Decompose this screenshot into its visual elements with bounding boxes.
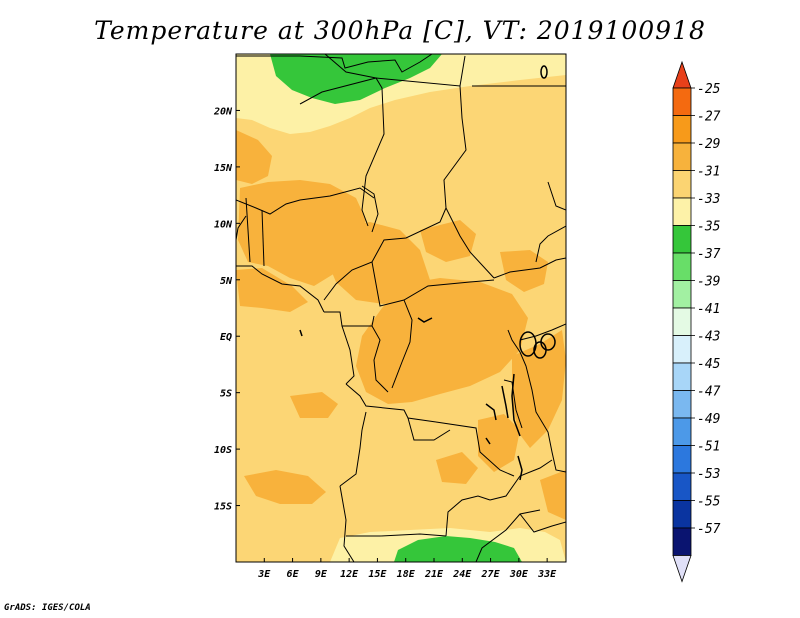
lon-tick-label: 30E <box>509 569 529 580</box>
colorbar-swatch <box>672 362 692 391</box>
colorbar-label: -39 <box>697 275 720 290</box>
lon-tick-label: 27E <box>481 569 501 580</box>
colorbar-label: -51 <box>697 440 720 455</box>
lon-tick-label: 6E <box>287 569 300 580</box>
field-warm-patches <box>236 130 566 520</box>
map-title: Temperature at 300hPa [C], VT: 201910091… <box>94 16 706 45</box>
map-frame <box>235 53 567 563</box>
colorbar-swatch <box>672 115 692 144</box>
lon-tick-label: 24E <box>452 569 472 580</box>
lat-tick-label: 5N <box>220 276 233 287</box>
colorbar-label: -53 <box>697 467 720 482</box>
lat-tick-label: 10N <box>214 219 233 230</box>
longitude-axis: 3E 6E 9E 12E 15E 18E 21E 24E 27E 30E 33E <box>257 558 557 580</box>
colorbar-label: -49 <box>697 412 720 427</box>
lon-tick-label: 33E <box>537 569 557 580</box>
lon-tick-label: 12E <box>340 569 359 580</box>
lat-tick-label: 15S <box>214 502 232 513</box>
colorbar-swatch <box>672 527 692 556</box>
latitude-axis: 20N 15N 10N 5N EQ 5S 10S 15S <box>213 106 240 513</box>
colorbar-swatch <box>672 197 692 226</box>
colorbar-top-arrow <box>672 60 692 89</box>
colorbar-label: -29 <box>697 137 720 152</box>
colorbar-label: -27 <box>697 110 721 125</box>
colorbar-label: -31 <box>697 165 720 180</box>
colorbar-label: -55 <box>697 495 721 510</box>
colorbar-label: -25 <box>697 82 721 97</box>
colorbar-swatch <box>672 500 692 529</box>
colorbar-label: -35 <box>697 220 721 235</box>
colorbar-swatch <box>672 142 692 171</box>
grads-credit: GrADS: IGES/COLA <box>4 603 91 613</box>
lat-tick-label: 15N <box>214 163 233 174</box>
colorbar-swatch <box>672 307 692 336</box>
colorbar-label: -45 <box>697 357 721 372</box>
colorbar-swatch <box>672 335 692 364</box>
lon-tick-label: 15E <box>368 569 387 580</box>
colorbar-swatch <box>672 225 692 254</box>
colorbar-label: -43 <box>697 330 720 345</box>
colorbar-bottom-arrow <box>672 555 692 583</box>
colorbar-label: -41 <box>697 302 720 317</box>
colorbar-swatch <box>672 170 692 199</box>
lon-tick-label: 9E <box>315 569 328 580</box>
colorbar-swatch <box>672 445 692 474</box>
country-borders <box>236 54 566 562</box>
lat-tick-label: 5S <box>220 389 232 400</box>
lat-tick-label: EQ <box>220 332 232 343</box>
colorbar-swatch <box>672 390 692 419</box>
colorbar-label: -47 <box>697 385 721 400</box>
lon-tick-label: 18E <box>397 569 416 580</box>
lon-tick-label: 21E <box>424 569 444 580</box>
colorbar-label: -33 <box>697 192 720 207</box>
lat-tick-label: 20N <box>213 106 233 117</box>
colorbar-label: -57 <box>697 522 721 537</box>
temperature-field <box>236 54 566 562</box>
colorbar-label: -37 <box>697 247 721 262</box>
colorbar-swatch <box>672 87 692 116</box>
colorbar-swatch <box>672 280 692 309</box>
lon-tick-label: 3E <box>257 569 271 580</box>
colorbar: -25 -27 -29 -31 -33 -35 -37 -39 -41 -43 -45 -47 -49 -… <box>672 60 721 583</box>
colorbar-swatch <box>672 472 692 501</box>
colorbar-swatch <box>672 252 692 281</box>
colorbar-swatch <box>672 417 692 446</box>
lat-tick-label: 10S <box>214 445 232 456</box>
lakes <box>299 65 556 481</box>
